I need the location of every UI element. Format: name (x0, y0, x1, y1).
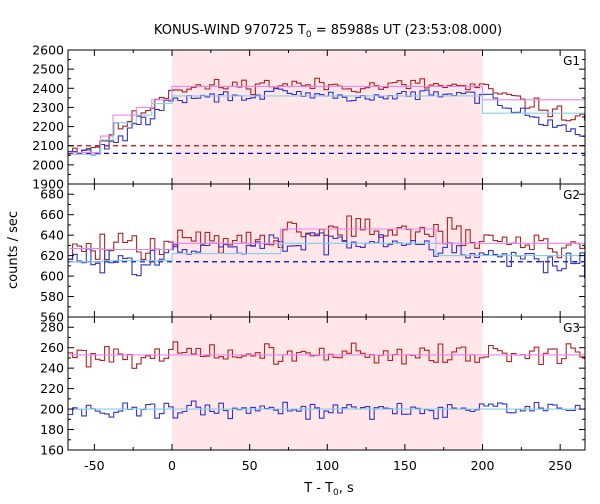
y-tick-label: 660 (40, 207, 64, 222)
y-tick-label: 640 (40, 228, 64, 243)
panel-g3: 160 180 200 220 240 260 280 G3 (40, 316, 586, 458)
x-tick-label: -50 (84, 458, 104, 473)
y-tick-label: 1900 (32, 177, 64, 192)
y-tick-label: 2100 (32, 138, 64, 153)
y-tick-label: 2500 (32, 62, 64, 77)
x-tick-label: 250 (548, 458, 572, 473)
model-step-line (69, 95, 585, 155)
y-tick-label: 560 (40, 310, 64, 325)
chart-title-subscript: 0 (306, 30, 312, 40)
panel-label-g1: G1 (563, 54, 580, 68)
y-tick-label: 600 (40, 269, 64, 284)
count-rate-series-red (68, 341, 585, 369)
model-step-line (69, 242, 585, 263)
x-axis-label-rest: , s (339, 481, 354, 496)
x-tick-label: 50 (242, 458, 258, 473)
count-rate-series-blue (68, 88, 585, 156)
panel-frame (67, 316, 586, 451)
panel-plot-area (68, 77, 585, 156)
x-tick-label: 200 (471, 458, 495, 473)
panel-label-g2: G2 (563, 188, 580, 202)
y-tick-label: 180 (40, 422, 64, 437)
x-axis-label-main: T - T (303, 481, 333, 496)
y-tick-label: 160 (40, 443, 64, 458)
y-tick-label: 580 (40, 289, 64, 304)
shaded-interval (172, 317, 483, 450)
y-axis-label: counts / sec (6, 211, 21, 289)
count-rate-series-red (68, 77, 585, 155)
x-tick-label: 0 (168, 458, 176, 473)
x-axis-label-subscript: 0 (333, 488, 339, 498)
y-tick-label: 2300 (32, 100, 64, 115)
panel-g1: 1900 2000 2100 2200 2300 2400 2500 2600 G1 (32, 43, 586, 192)
count-rate-series-blue (68, 400, 585, 420)
chart-title: KONUS-WIND 970725 T0 = 85988s UT (23:53:… (154, 23, 502, 40)
chart-title-main: KONUS-WIND 970725 T (154, 23, 306, 38)
y-tick-label: 260 (40, 340, 64, 355)
y-tick-label: 2000 (32, 157, 64, 172)
shaded-interval (172, 50, 483, 184)
count-rate-series-red (68, 215, 585, 261)
y-tick-label: 680 (40, 187, 64, 202)
y-tick-label: 620 (40, 248, 64, 263)
y-tick-label: 280 (40, 320, 64, 335)
x-tick-label: 100 (315, 458, 339, 473)
x-tick-label: 150 (393, 458, 417, 473)
y-tick-label: 220 (40, 381, 64, 396)
model-step-line (69, 85, 585, 153)
panel-g2: 560 580 600 620 640 660 680 G2 (40, 183, 586, 325)
panel-plot-area (68, 215, 585, 279)
panel-label-g3: G3 (563, 321, 580, 335)
panels-layer: 19002000210022002300240025002600G1560580… (32, 43, 586, 473)
model-step-line (69, 228, 585, 251)
y-tick-label: 2600 (32, 43, 64, 58)
chart-title-rest: = 85988s UT (23:53:08.000) (312, 23, 502, 38)
y-tick-label: 2400 (32, 81, 64, 96)
panel-plot-area (68, 341, 585, 420)
y-tick-label: 200 (40, 402, 64, 417)
y-tick-label: 240 (40, 361, 64, 376)
x-axis-label: T - T0, s (303, 481, 354, 498)
y-tick-label: 2200 (32, 119, 64, 134)
